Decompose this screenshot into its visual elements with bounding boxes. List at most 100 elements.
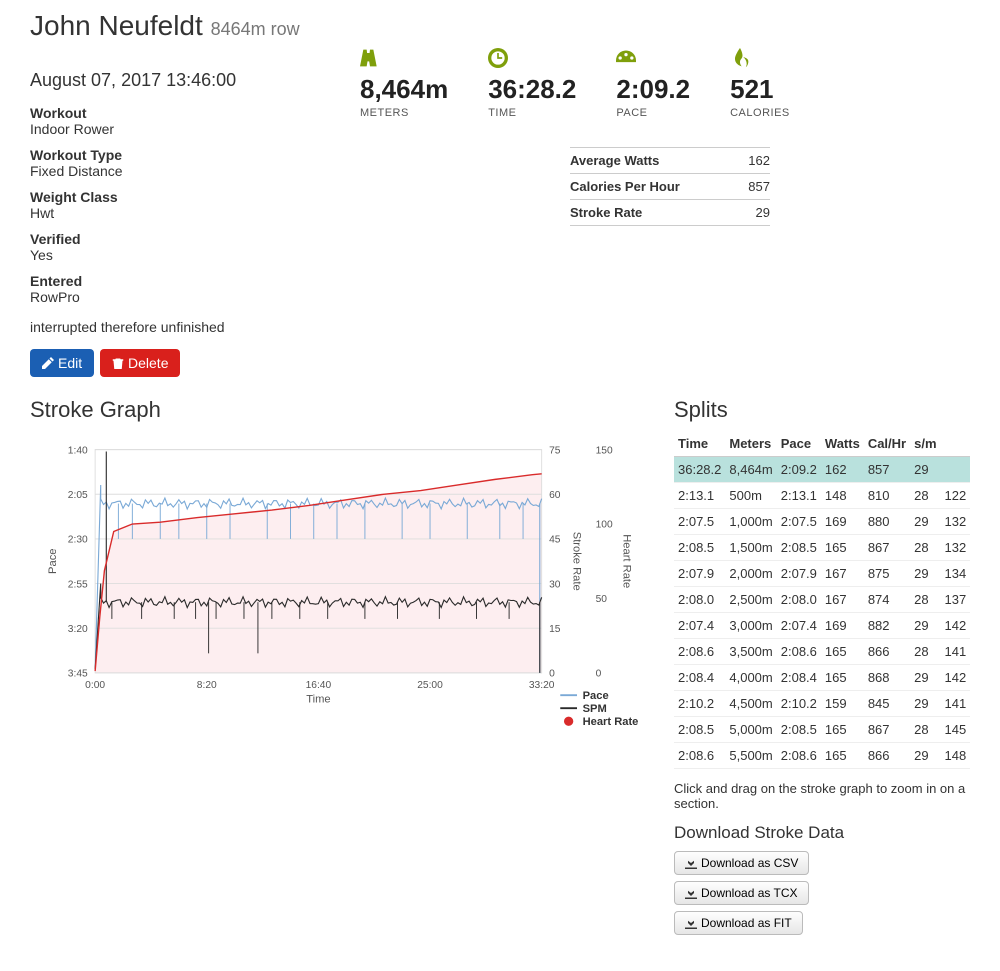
svg-text:0: 0 xyxy=(549,669,555,680)
cell: 2:08.5 xyxy=(674,535,725,561)
cell: 4,000m xyxy=(725,665,776,691)
svg-text:Stroke Rate: Stroke Rate xyxy=(570,532,582,591)
cell: 2:07.5 xyxy=(674,509,725,535)
svg-text:3:45: 3:45 xyxy=(68,669,88,680)
table-row[interactable]: 2:08.44,000m2:08.416586829142 xyxy=(674,665,970,691)
table-row[interactable]: 36:28.28,464m2:09.216285729 xyxy=(674,457,970,483)
meta-label: Workout xyxy=(30,105,360,121)
svg-text:3:20: 3:20 xyxy=(68,624,88,635)
cell: 29 xyxy=(910,743,940,769)
svg-text:2:05: 2:05 xyxy=(68,490,88,501)
cell: 142 xyxy=(941,665,971,691)
cell: 2:07.9 xyxy=(777,561,821,587)
download-button[interactable]: Download as TCX xyxy=(674,881,809,905)
table-row[interactable]: 2:08.51,500m2:08.516586728132 xyxy=(674,535,970,561)
cell: 3,500m xyxy=(725,639,776,665)
cell: 2:10.2 xyxy=(674,691,725,717)
cell: 2:13.1 xyxy=(777,483,821,509)
cell: 132 xyxy=(941,535,971,561)
table-row[interactable]: 2:08.02,500m2:08.016787428137 xyxy=(674,587,970,613)
cell: 4,500m xyxy=(725,691,776,717)
edit-label: Edit xyxy=(58,355,82,371)
svg-text:Pace: Pace xyxy=(47,549,59,574)
mini-stat-row: Stroke Rate29 xyxy=(570,200,770,226)
cell: 810 xyxy=(864,483,910,509)
table-row[interactable]: 2:07.92,000m2:07.916787529134 xyxy=(674,561,970,587)
download-label: Download as CSV xyxy=(701,856,798,870)
cell: 2:07.4 xyxy=(777,613,821,639)
table-row[interactable]: 2:07.43,000m2:07.416988229142 xyxy=(674,613,970,639)
athlete-name: John Neufeldt xyxy=(30,10,203,41)
table-row[interactable]: 2:08.55,000m2:08.516586728145 xyxy=(674,717,970,743)
pace-value: 2:09.2 xyxy=(616,74,690,105)
cell: 2:08.4 xyxy=(777,665,821,691)
cell: 2:08.4 xyxy=(674,665,725,691)
cell: 165 xyxy=(821,717,864,743)
meters-label: METERS xyxy=(360,107,448,119)
cell: 874 xyxy=(864,587,910,613)
table-row[interactable]: 2:08.65,500m2:08.616586629148 xyxy=(674,743,970,769)
splits-col-header: Watts xyxy=(821,431,864,457)
download-icon xyxy=(685,917,697,929)
svg-text:Pace: Pace xyxy=(583,690,609,702)
cell: 866 xyxy=(864,639,910,665)
meta-label: Verified xyxy=(30,231,360,247)
cell: 857 xyxy=(864,457,910,483)
cell: 882 xyxy=(864,613,910,639)
time-label: TIME xyxy=(488,107,576,119)
cell: 2:08.0 xyxy=(777,587,821,613)
cell: 3,000m xyxy=(725,613,776,639)
cell: 29 xyxy=(910,457,940,483)
meta-row: WorkoutIndoor Rower xyxy=(30,105,360,137)
page-title: John Neufeldt 8464m row xyxy=(30,10,360,42)
cell: 2:10.2 xyxy=(777,691,821,717)
edit-button[interactable]: Edit xyxy=(30,349,94,377)
mini-stat-label: Average Watts xyxy=(570,148,737,174)
cell: 28 xyxy=(910,587,940,613)
meters-value: 8,464m xyxy=(360,74,448,105)
table-row[interactable]: 2:13.1500m2:13.114881028122 xyxy=(674,483,970,509)
cell: 2:08.6 xyxy=(777,743,821,769)
table-row[interactable]: 2:10.24,500m2:10.215984529141 xyxy=(674,691,970,717)
cell: 867 xyxy=(864,717,910,743)
flame-icon xyxy=(730,48,750,68)
cell: 868 xyxy=(864,665,910,691)
cell: 165 xyxy=(821,639,864,665)
cell: 169 xyxy=(821,509,864,535)
cell: 5,000m xyxy=(725,717,776,743)
mini-stat-label: Calories Per Hour xyxy=(570,174,737,200)
cell: 29 xyxy=(910,691,940,717)
table-row[interactable]: 2:07.51,000m2:07.516988029132 xyxy=(674,509,970,535)
cell: 875 xyxy=(864,561,910,587)
cell: 134 xyxy=(941,561,971,587)
cell: 159 xyxy=(821,691,864,717)
stroke-graph-title: Stroke Graph xyxy=(30,397,644,423)
gauge-icon xyxy=(616,48,636,68)
cell: 29 xyxy=(910,561,940,587)
cell: 167 xyxy=(821,587,864,613)
stroke-graph[interactable]: 1:40752:05602:30452:55303:20153:45015010… xyxy=(30,431,644,729)
download-button[interactable]: Download as FIT xyxy=(674,911,803,935)
download-button[interactable]: Download as CSV xyxy=(674,851,809,875)
meta-label: Workout Type xyxy=(30,147,360,163)
cell xyxy=(941,457,971,483)
meta-label: Weight Class xyxy=(30,189,360,205)
table-row[interactable]: 2:08.63,500m2:08.616586628141 xyxy=(674,639,970,665)
mini-stat-value: 857 xyxy=(737,174,770,200)
cell: 2,000m xyxy=(725,561,776,587)
splits-title: Splits xyxy=(674,397,970,423)
cell: 2:08.6 xyxy=(674,639,725,665)
cell: 132 xyxy=(941,509,971,535)
svg-text:0:00: 0:00 xyxy=(85,680,105,691)
delete-button[interactable]: Delete xyxy=(100,349,180,377)
cell: 500m xyxy=(725,483,776,509)
cell: 169 xyxy=(821,613,864,639)
cell: 2:13.1 xyxy=(674,483,725,509)
cell: 148 xyxy=(821,483,864,509)
cell: 145 xyxy=(941,717,971,743)
cell: 141 xyxy=(941,691,971,717)
meta-value: Indoor Rower xyxy=(30,121,360,137)
stat-pace: 2:09.2 PACE xyxy=(616,48,690,119)
splits-col-header: s/m xyxy=(910,431,940,457)
cell: 880 xyxy=(864,509,910,535)
